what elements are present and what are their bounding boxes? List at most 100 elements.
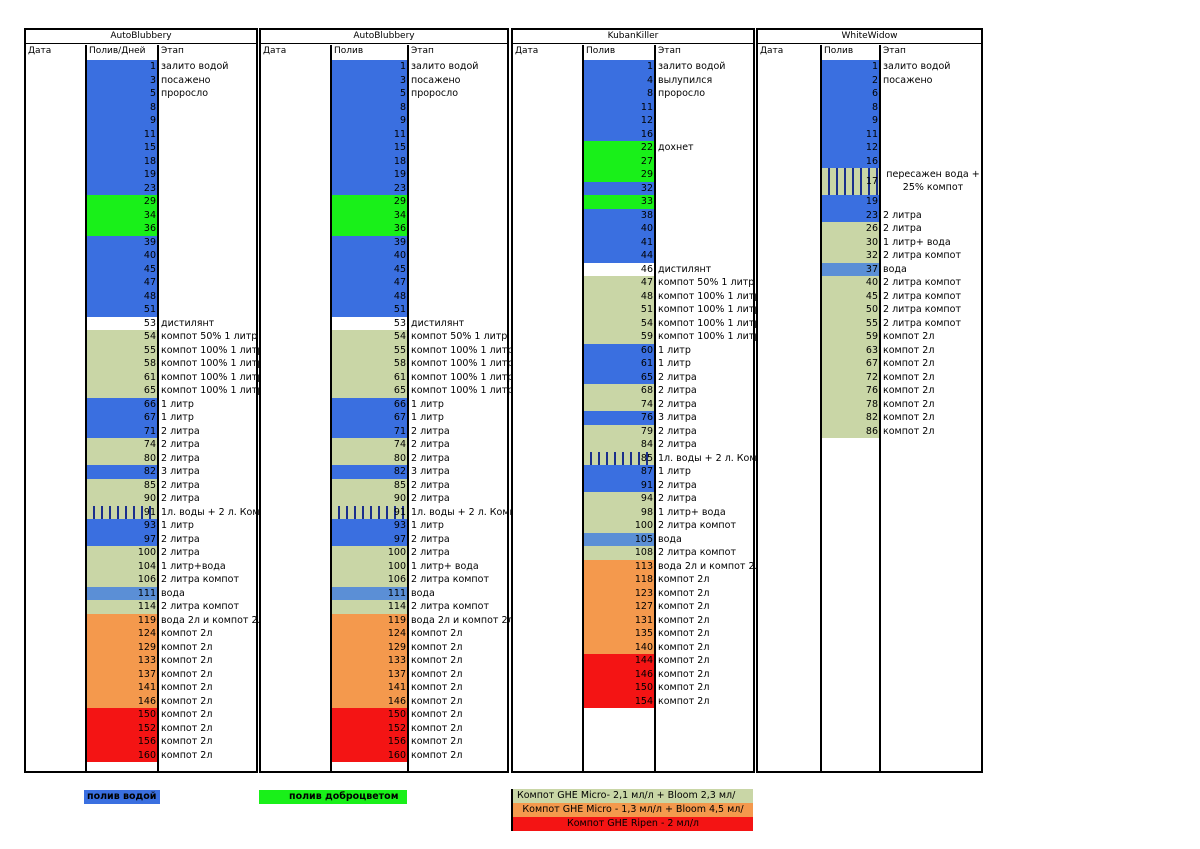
stage-cell: 2 литра компот (411, 601, 489, 612)
stage-cell: 1 литр+ вода (883, 236, 951, 248)
watering-header: Полив (824, 46, 854, 56)
watering-day-cell: 150 (332, 708, 407, 722)
watering-day-cell: 79 (584, 424, 654, 438)
stage-cell: 2 литра (161, 439, 200, 450)
watering-day-cell: 8 (822, 100, 879, 114)
watering-day-cell: 4 (584, 73, 654, 87)
watering-day-cell: 27 (584, 154, 654, 168)
stage-header: Этап (411, 46, 434, 56)
legend-water-label: полив водой (87, 791, 157, 802)
watering-day-cell: 12 (584, 114, 654, 128)
stage-cell: компот 100% 1 литр (658, 317, 761, 329)
watering-day-cell: 68 (584, 384, 654, 398)
stage-cell: компот 50% 1 литр (161, 331, 258, 342)
stage-cell: компот 100% 1 литр (411, 371, 514, 383)
legend-ghe-3-label: Компот GHE Ripen - 2 мл/л (566, 818, 699, 829)
watering-day-cell: 9 (332, 114, 407, 128)
watering-day-cell: 94 (584, 492, 654, 506)
watering-day-cell: 98 (584, 505, 654, 519)
stage-cell: компот 100% 1 литр (161, 385, 264, 396)
watering-day-cell: 37 (822, 262, 879, 276)
date-column: Дата (26, 45, 87, 771)
stage-cell: 2 литра компот (658, 520, 736, 531)
stage-cell: залито водой (658, 61, 726, 72)
stage-cell: компот 2л (411, 722, 463, 734)
watering-column: Полив 1 4 8 11 12 16 22 27 29 32 33 38 40 41 44 46 47 48 5… (584, 45, 656, 771)
date-column: Дата (261, 45, 332, 771)
watering-day-cell: 1 (332, 60, 407, 74)
watering-day-cell: 114 (332, 600, 407, 614)
watering-day-cell: 124 (87, 627, 157, 641)
date-header: Дата (515, 46, 539, 56)
watering-day-cell: 85 (87, 478, 157, 492)
stage-column: Этап залито водой посажено проросло дистиля… (409, 45, 516, 771)
stage-cell: 2 литра (411, 547, 450, 558)
stage-cell: дистилянт (161, 317, 215, 329)
legend-water: полив водой (84, 790, 160, 804)
watering-day-cell: 51 (332, 303, 407, 317)
stage-cell: 2 литра (658, 398, 697, 410)
watering-day-cell: 74 (332, 438, 407, 452)
stage-cell: вылупился (658, 74, 713, 86)
watering-day-cell: 58 (87, 357, 157, 371)
watering-day-cell: 45 (332, 262, 407, 276)
watering-day-cell: 19 (87, 168, 157, 182)
watering-column: Полив 1 3 5 8 9 11 15 18 19 23 29 34 36 39 40 45 47 48 51 5… (332, 45, 409, 771)
stage-cell: компот 2л (658, 682, 710, 693)
stage-cell: 1 литр (161, 412, 194, 423)
stage-cell: посажено (883, 74, 933, 86)
watering-day-cell: 146 (584, 667, 654, 681)
watering-day-cell: 100 (584, 519, 654, 533)
watering-day-cell: 129 (87, 640, 157, 654)
watering-day-cell: 40 (332, 249, 407, 263)
watering-day-cell: 23 (332, 181, 407, 195)
stage-cell: залито водой (411, 61, 479, 72)
stage-cell: 2 литра (161, 425, 200, 437)
watering-day-cell: 141 (87, 681, 157, 695)
watering-day-cell: 9 (87, 114, 157, 128)
stage-cell: компот 2л (161, 709, 213, 720)
stage-header: Этап (883, 46, 906, 56)
watering-day-cell: 23 (822, 208, 879, 222)
stage-cell: проросло (411, 88, 459, 99)
table-autoblubbery-1: AutoBlubbery Дата Полив/Дней 1 3 5 8 9 11 15 18… (24, 28, 266, 773)
watering-day-cell: 71 (87, 424, 157, 438)
watering-day-cell: 23 (87, 181, 157, 195)
watering-day-cell: 40 (822, 276, 879, 290)
watering-day-cell: 133 (332, 654, 407, 668)
watering-day-cell: 1 (822, 60, 879, 74)
watering-day-cell: 97 (87, 532, 157, 546)
watering-day-cell: 156 (332, 735, 407, 749)
watering-day-cell: 93 (332, 519, 407, 533)
watering-day-cell: 82 (822, 411, 879, 425)
watering-day-cell: 59 (584, 330, 654, 344)
watering-column: Полив 1 2 6 8 9 11 12 16 17 19 23 26 30 32 37 40 45 50 55 5… (822, 45, 881, 771)
watering-day-cell: 141 (332, 681, 407, 695)
stage-cell: компот 100% 1 литр (658, 331, 761, 342)
stage-cell: залито водой (161, 61, 229, 72)
watering-day-cell: 119 (332, 613, 407, 627)
watering-day-cell: 8 (584, 87, 654, 101)
watering-day-cell: 111 (87, 586, 157, 600)
stage-cell: компот 2л (411, 709, 463, 720)
watering-day-cell: 15 (87, 141, 157, 155)
stage-cell: 2 литра (161, 533, 200, 545)
watering-day-cell: 84 (584, 438, 654, 452)
watering-day-cell: 54 (332, 330, 407, 344)
watering-day-cell: 34 (332, 208, 407, 222)
stage-column: Этап залито водой посажено пересажен вода … (881, 45, 981, 771)
watering-day-cell: 60 (584, 343, 654, 357)
stage-cell: вода (161, 587, 185, 599)
stage-cell: компот 2л (658, 641, 710, 653)
watering-day-cell: 118 (584, 573, 654, 587)
watering-day-cell: 76 (822, 384, 879, 398)
watering-day-cell: 61 (87, 370, 157, 384)
stage-cell: 2 литра (658, 425, 697, 437)
watering-day-cell: 40 (584, 222, 654, 236)
watering-day-cell: 82 (87, 465, 157, 479)
watering-day-cell: 54 (584, 316, 654, 330)
stage-cell: 2 литра компот (161, 601, 239, 612)
stage-cell: вода (411, 587, 435, 599)
watering-day-cell: 71 (332, 424, 407, 438)
stage-cell: 2 литра (161, 479, 200, 491)
